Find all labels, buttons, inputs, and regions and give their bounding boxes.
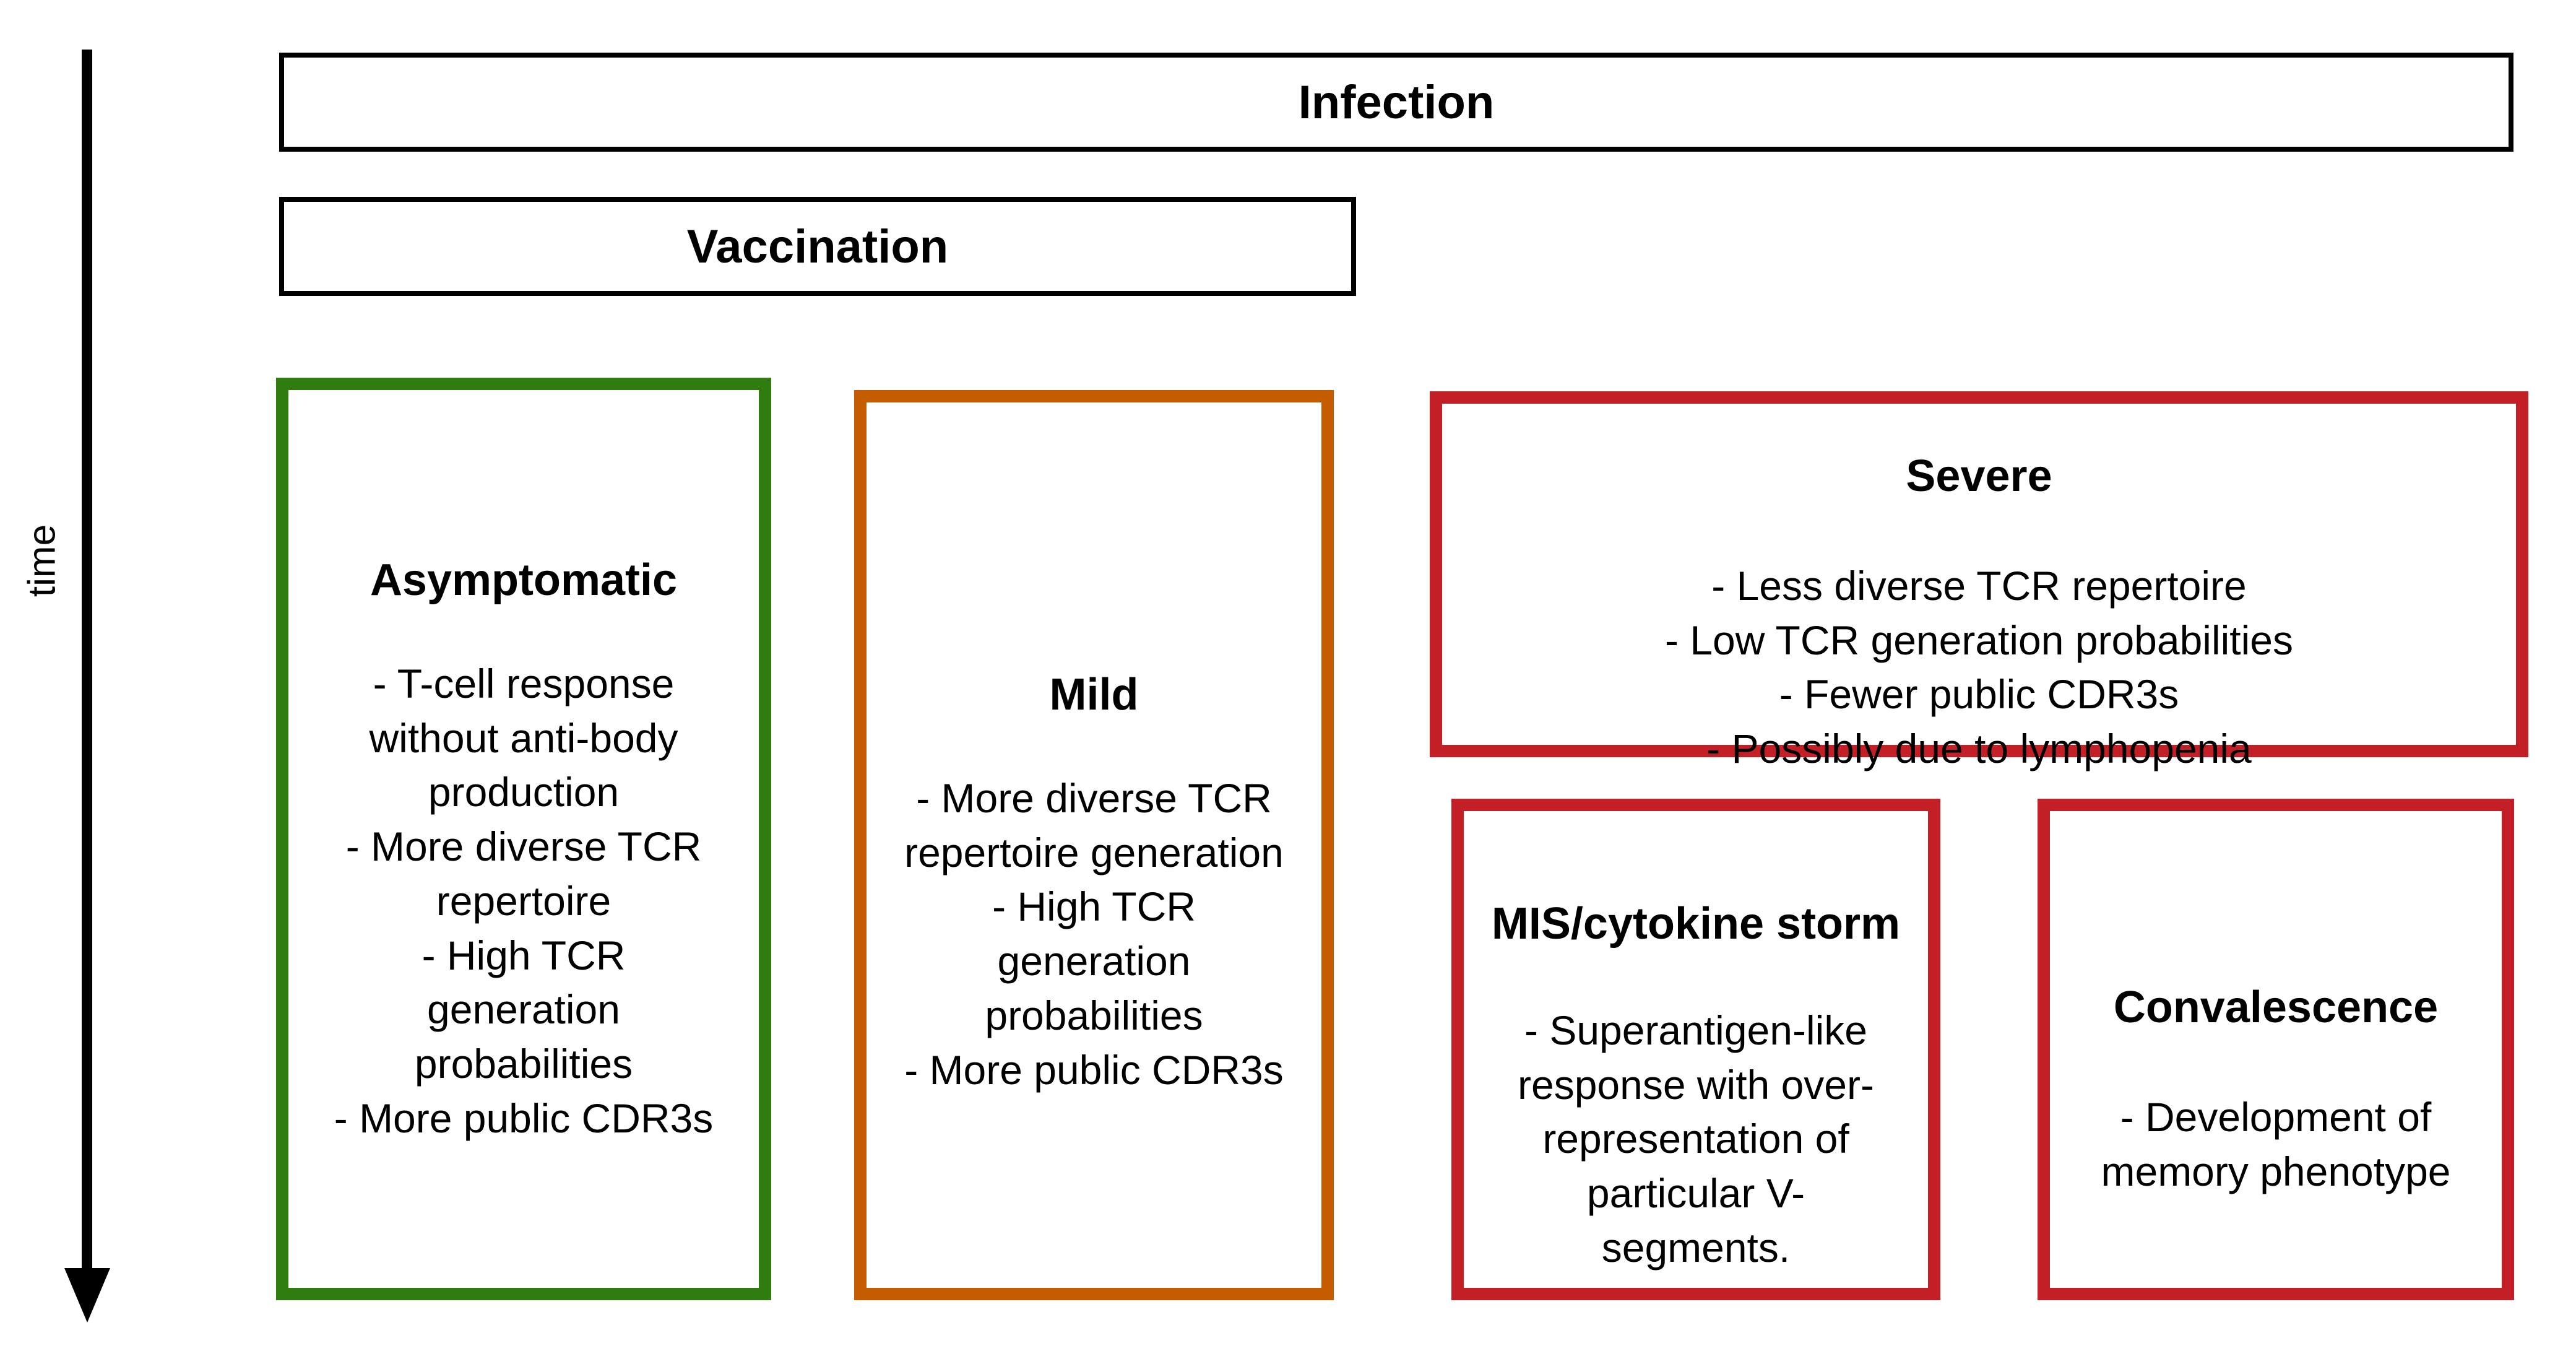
infection-bar: Infection — [279, 53, 2513, 152]
time-arrow-down-icon — [64, 1268, 110, 1323]
vaccination-bar-label: Vaccination — [686, 220, 949, 273]
outcome-box-convalescence: Convalescence - Development of memory ph… — [2038, 799, 2514, 1300]
outcome-box-title: Mild — [1049, 670, 1139, 719]
vaccination-bar: Vaccination — [279, 197, 1356, 296]
outcome-box-mis-cytokine-storm: MIS/cytokine storm - Superantigen-like r… — [1451, 799, 1940, 1300]
outcome-box-title: MIS/cytokine storm — [1491, 899, 1901, 949]
outcome-box-title: Convalescence — [2113, 983, 2439, 1032]
outcome-box-bullets: - Superantigen-like response with over- … — [1518, 1007, 1874, 1271]
outcome-box-bullets: - T-cell response without anti-body prod… — [334, 660, 714, 1141]
outcome-box-title: Asymptomatic — [370, 555, 678, 605]
time-axis-label: time — [20, 524, 64, 597]
outcome-box-severe: Severe - Less diverse TCR repertoire - L… — [1430, 391, 2528, 771]
outcome-box-title: Severe — [1906, 451, 2052, 501]
outcome-box-bullets: - Less diverse TCR repertoire - Low TCR … — [1665, 562, 2293, 772]
outcome-box-asymptomatic: Asymptomatic - T-cell response without a… — [276, 378, 771, 1300]
time-arrow-line — [82, 50, 92, 1269]
outcome-box-bullets: - More diverse TCR repertoire generation… — [904, 775, 1284, 1093]
outcome-box-mild: Mild - More diverse TCR repertoire gener… — [854, 390, 1334, 1300]
infection-bar-label: Infection — [1298, 76, 1495, 129]
outcome-box-bullets: - Development of memory phenotype — [2101, 1093, 2451, 1194]
